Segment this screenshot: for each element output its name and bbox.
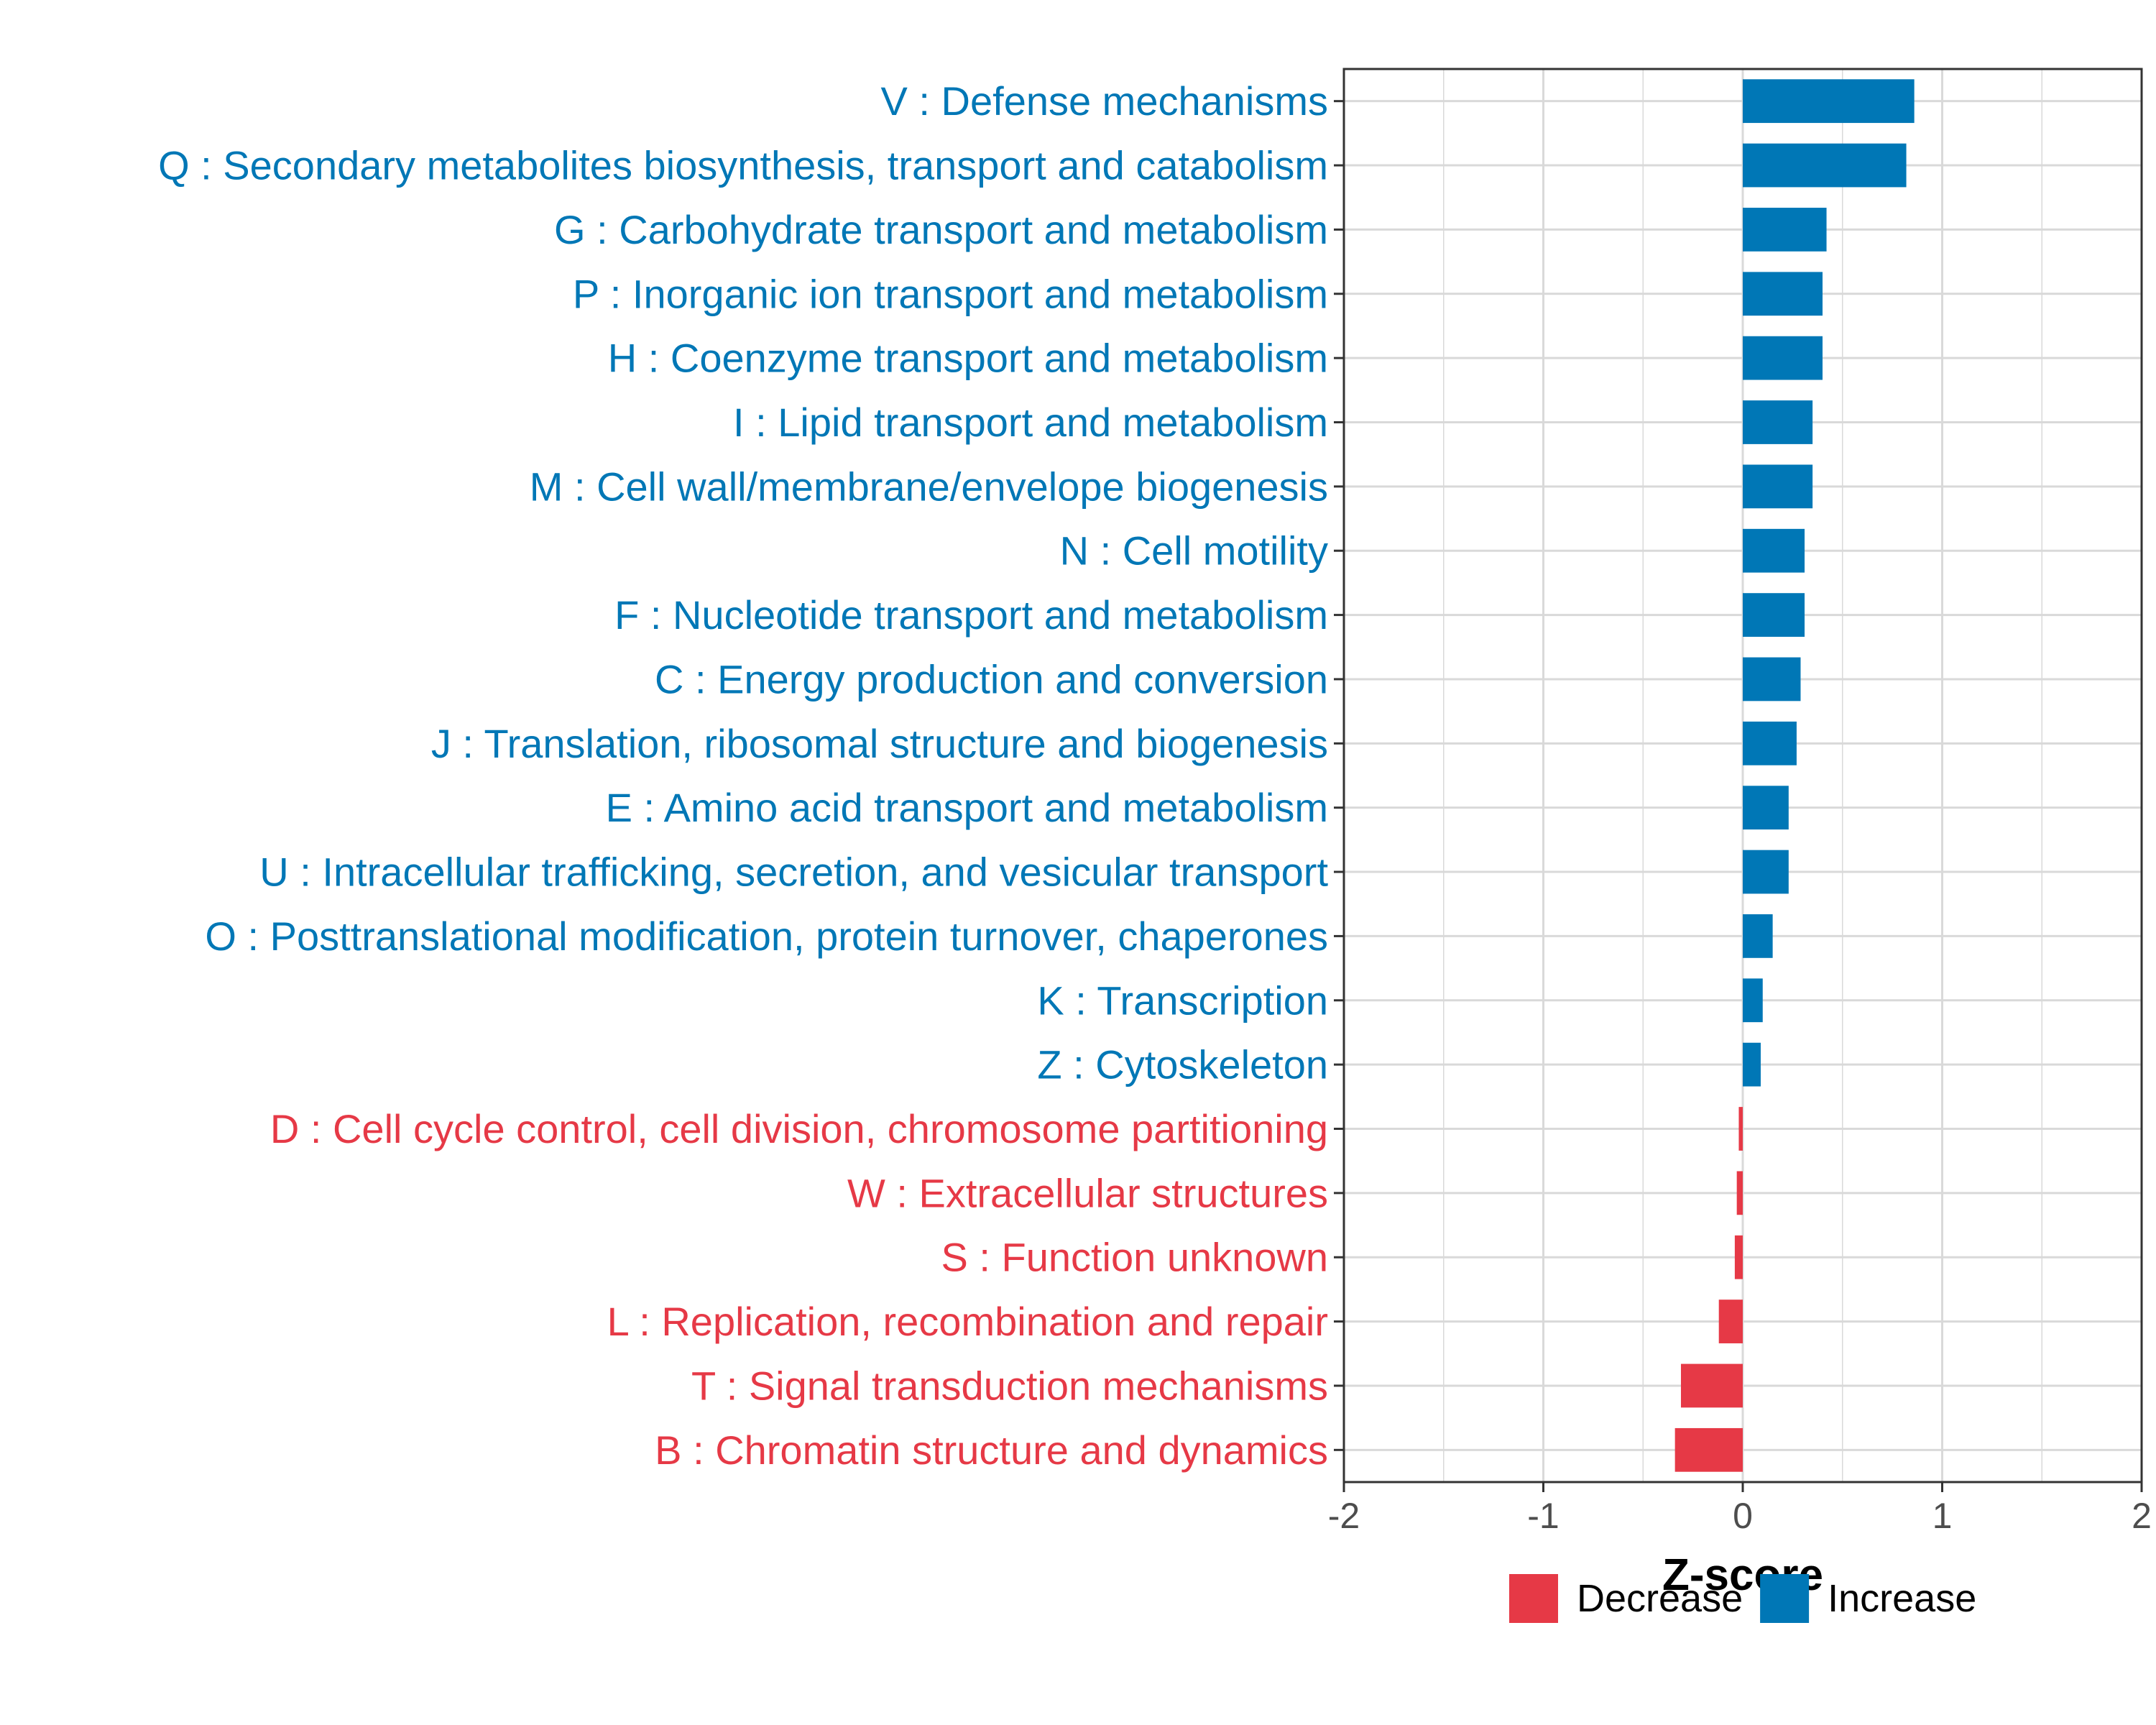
bar-l xyxy=(1718,1300,1743,1343)
category-label: G : Carbohydrate transport and metabolis… xyxy=(554,207,1328,252)
bar-h xyxy=(1743,336,1823,380)
category-label: I : Lipid transport and metabolism xyxy=(733,400,1328,445)
bar-t xyxy=(1680,1363,1743,1408)
bar-q xyxy=(1743,143,1907,188)
category-label: N : Cell motility xyxy=(1060,528,1328,574)
bar-z xyxy=(1743,1042,1761,1087)
bar-b xyxy=(1674,1427,1743,1472)
category-labels: V : Defense mechanisms Q : Secondary meta… xyxy=(158,78,1328,1473)
bar-j xyxy=(1743,721,1797,765)
legend-swatch-increase xyxy=(1760,1574,1810,1623)
category-label: O : Posttranslational modification, prot… xyxy=(205,914,1328,959)
bar-c xyxy=(1743,657,1801,702)
category-label: F : Nucleotide transport and metabolism xyxy=(614,592,1328,638)
legend-label-decrease: Decrease xyxy=(1577,1577,1743,1620)
bars xyxy=(1674,79,1915,1472)
category-label: D : Cell cycle control, cell division, c… xyxy=(270,1106,1328,1151)
bar-v xyxy=(1743,79,1915,124)
legend-swatch-decrease xyxy=(1509,1574,1558,1623)
bar-w xyxy=(1736,1171,1743,1215)
category-label: C : Energy production and conversion xyxy=(655,656,1328,702)
y-ticks xyxy=(1334,100,1344,1451)
x-tick-label: 2 xyxy=(2132,1496,2152,1536)
category-label: S : Function unknown xyxy=(941,1235,1328,1280)
category-label: W : Extracellular structures xyxy=(847,1170,1328,1215)
bar-g xyxy=(1743,208,1827,252)
bar-f xyxy=(1743,593,1805,637)
category-label: B : Chromatin structure and dynamics xyxy=(655,1427,1328,1473)
category-label: H : Coenzyme transport and metabolism xyxy=(608,336,1328,381)
category-label: Z : Cytoskeleton xyxy=(1037,1042,1328,1087)
bar-s xyxy=(1734,1235,1743,1279)
category-label: U : Intracellular trafficking, secretion… xyxy=(259,850,1328,895)
category-label: M : Cell wall/membrane/envelope biogenes… xyxy=(530,464,1328,509)
legend-label-increase: Increase xyxy=(1828,1577,1976,1620)
bar-p xyxy=(1743,272,1823,316)
x-tick-label: -2 xyxy=(1328,1496,1360,1536)
bar-n xyxy=(1743,528,1805,573)
category-label: J : Translation, ribosomal structure and… xyxy=(431,721,1328,766)
category-label: T : Signal transduction mechanisms xyxy=(691,1363,1328,1408)
x-tick-label: 1 xyxy=(1932,1496,1953,1536)
x-ticks: -2 -1 0 1 2 xyxy=(1328,1482,2152,1536)
x-tick-label: 0 xyxy=(1733,1496,1753,1536)
x-tick-label: -1 xyxy=(1527,1496,1559,1536)
category-label: L : Replication, recombination and repai… xyxy=(607,1299,1328,1344)
bar-d xyxy=(1738,1107,1743,1151)
category-label: Q : Secondary metabolites biosynthesis, … xyxy=(158,143,1328,188)
bar-u xyxy=(1743,850,1789,894)
bar-m xyxy=(1743,464,1813,509)
legend: Decrease Increase xyxy=(1509,1574,1976,1623)
category-label: V : Defense mechanisms xyxy=(881,78,1328,124)
category-label: K : Transcription xyxy=(1037,978,1328,1023)
bar-e xyxy=(1743,786,1789,830)
category-label: P : Inorganic ion transport and metaboli… xyxy=(573,271,1328,316)
bar-k xyxy=(1743,978,1763,1023)
category-label: E : Amino acid transport and metabolism xyxy=(606,785,1328,830)
bar-i xyxy=(1743,400,1813,444)
bar-o xyxy=(1743,914,1773,958)
